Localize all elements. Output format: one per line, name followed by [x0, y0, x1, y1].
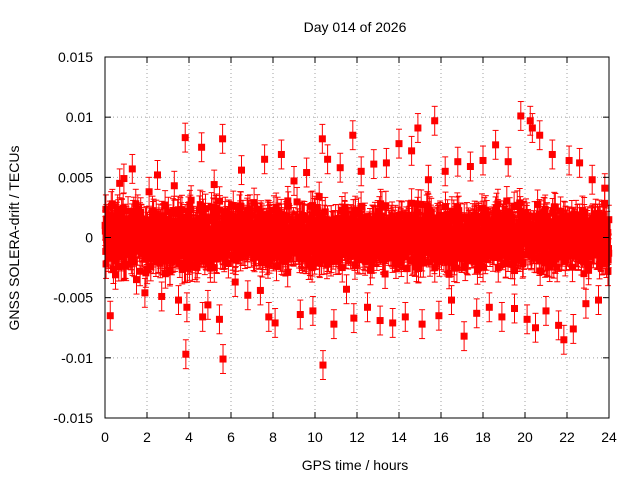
data-marker: [161, 201, 169, 209]
data-marker: [109, 265, 117, 273]
data-marker: [118, 252, 126, 260]
data-marker: [124, 207, 132, 215]
data-marker: [118, 210, 126, 218]
data-marker: [135, 223, 143, 231]
data-marker: [177, 213, 185, 221]
data-marker: [170, 207, 178, 215]
data-marker: [143, 265, 151, 273]
data-marker: [132, 247, 140, 255]
data-marker: [284, 202, 292, 210]
data-series: [101, 101, 613, 380]
data-marker: [122, 262, 130, 270]
data-marker: [161, 270, 169, 278]
data-marker: [147, 262, 155, 270]
data-marker: [107, 243, 115, 251]
data-marker: [132, 200, 140, 208]
data-marker: [183, 246, 191, 254]
data-marker: [113, 252, 121, 260]
data-marker: [178, 206, 186, 214]
data-marker: [162, 235, 170, 243]
data-marker: [136, 267, 144, 275]
